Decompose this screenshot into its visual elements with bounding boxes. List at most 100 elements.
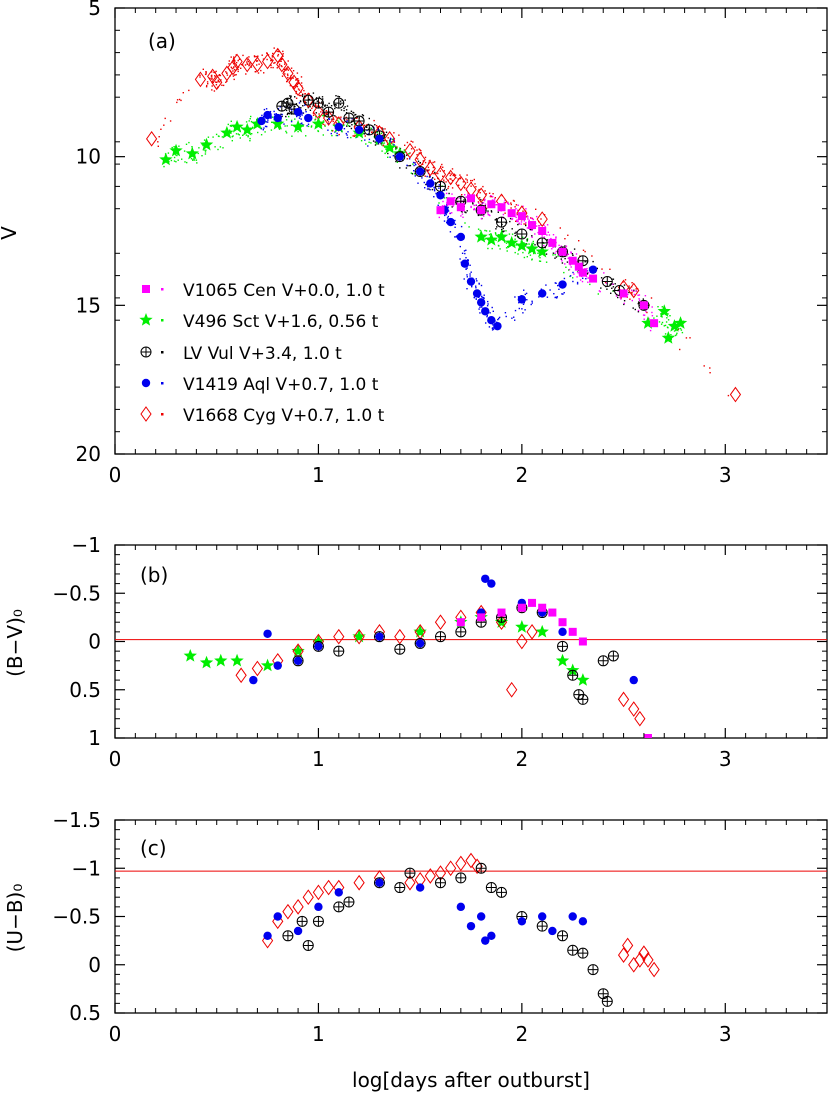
cloud-point-v1065 bbox=[638, 298, 640, 300]
cloud-point-v1668 bbox=[263, 72, 265, 74]
cloud-point-v1668 bbox=[447, 185, 450, 188]
cloud-point-lv bbox=[335, 95, 337, 97]
cloud-point-v1668 bbox=[256, 60, 259, 62]
cloud-point-lv bbox=[564, 257, 566, 260]
cloud-point-v1419 bbox=[431, 178, 433, 180]
cloud-point-v496 bbox=[285, 132, 288, 134]
cloud-point-v1065 bbox=[546, 224, 549, 226]
cloud-point-v1419 bbox=[487, 303, 489, 305]
data-point-v1419 bbox=[263, 931, 272, 940]
y-axis-label-b: (B−V)₀ bbox=[3, 609, 27, 677]
cloud-point-v1668 bbox=[510, 207, 512, 209]
cloud-point-lv bbox=[644, 308, 646, 311]
cloud-point-v496 bbox=[529, 254, 532, 256]
data-point-v496 bbox=[505, 235, 519, 249]
cloud-point-lv bbox=[321, 96, 324, 98]
data-point-v1419 bbox=[517, 917, 527, 926]
cloud-point-lv bbox=[514, 232, 516, 234]
cloud-point-v1668 bbox=[242, 54, 244, 57]
cloud-point-v496 bbox=[183, 150, 186, 152]
cloud-point-v1419 bbox=[290, 120, 293, 123]
cloud-point-v496 bbox=[335, 134, 337, 137]
cloud-point-v1668 bbox=[284, 73, 286, 75]
cloud-point-v1419 bbox=[469, 264, 471, 266]
cloud-point-v1668 bbox=[182, 92, 184, 94]
cloud-point-v1419 bbox=[514, 296, 516, 298]
cloud-point-v1668 bbox=[522, 210, 524, 212]
cloud-point-v1419 bbox=[491, 327, 494, 329]
cloud-point-v1065 bbox=[488, 214, 490, 216]
cloud-point-v1419 bbox=[433, 190, 436, 192]
cloud-point-v1668 bbox=[283, 68, 286, 71]
data-point-v496 bbox=[641, 316, 655, 329]
data-point-v1419 bbox=[415, 167, 425, 176]
data-point-v496 bbox=[474, 229, 488, 243]
data-point-v1419 bbox=[249, 675, 258, 685]
data-point-v1419 bbox=[304, 113, 313, 123]
data-point-v1065 bbox=[456, 203, 465, 212]
cloud-point-v1668 bbox=[176, 99, 179, 101]
cloud-point-v1668 bbox=[477, 190, 479, 192]
cloud-point-v496 bbox=[545, 261, 548, 263]
cloud-point-v1419 bbox=[417, 182, 419, 184]
cloud-point-v1668 bbox=[685, 337, 688, 339]
cloud-point-v496 bbox=[231, 140, 233, 142]
cloud-point-v496 bbox=[219, 146, 222, 148]
cloud-point-lv bbox=[286, 101, 288, 103]
data-point-v1668 bbox=[506, 681, 518, 698]
cloud-point-v496 bbox=[497, 244, 500, 247]
data-point-v1419 bbox=[456, 232, 466, 242]
cloud-point-v1668 bbox=[297, 78, 299, 80]
cloud-point-v1668 bbox=[473, 178, 475, 181]
cloud-point-lv bbox=[367, 123, 370, 126]
cloud-point-lv bbox=[330, 105, 333, 107]
cloud-point-v1668 bbox=[515, 204, 518, 206]
y-tick-label: 0.5 bbox=[69, 678, 101, 702]
cloud-point-lv bbox=[531, 235, 533, 237]
cloud-point-lv bbox=[301, 95, 304, 98]
cloud-point-v1065 bbox=[442, 200, 444, 203]
cloud-point-v496 bbox=[661, 306, 663, 308]
cloud-point-lv bbox=[448, 192, 450, 195]
cloud-point-lv bbox=[345, 112, 348, 114]
cloud-point-v1668 bbox=[228, 60, 230, 62]
cloud-point-lv bbox=[503, 230, 505, 232]
cloud-point-v1668 bbox=[287, 76, 289, 79]
data-point-v1668 bbox=[194, 71, 207, 88]
cloud-point-v1668 bbox=[459, 177, 462, 180]
cloud-point-v1419 bbox=[465, 257, 467, 259]
cloud-point-v1668 bbox=[442, 166, 444, 168]
cloud-point-v1065 bbox=[502, 213, 505, 216]
cloud-point-v1668 bbox=[353, 135, 356, 137]
cloud-point-lv bbox=[490, 211, 493, 213]
y-tick-label: 5 bbox=[88, 0, 101, 20]
cloud-point-lv bbox=[606, 288, 608, 290]
cloud-point-v496 bbox=[508, 233, 511, 235]
data-point-v1065 bbox=[436, 206, 445, 215]
data-point-v1419 bbox=[578, 917, 588, 926]
cloud-point-v1668 bbox=[211, 76, 213, 78]
data-point-v1668 bbox=[475, 187, 487, 204]
cloud-point-v496 bbox=[526, 256, 528, 258]
data-point-lv bbox=[557, 640, 569, 652]
cloud-point-v496 bbox=[251, 133, 253, 135]
cloud-point-v1065 bbox=[649, 329, 652, 332]
data-point-v496 bbox=[673, 316, 688, 329]
cloud-point-v1065 bbox=[554, 252, 556, 254]
cloud-point-v1419 bbox=[360, 123, 362, 125]
data-point-v1065 bbox=[548, 238, 557, 247]
cloud-point-v1065 bbox=[570, 252, 572, 254]
data-point-v1668 bbox=[251, 660, 264, 677]
cloud-point-v1419 bbox=[435, 192, 437, 195]
cloud-point-v1419 bbox=[437, 204, 439, 206]
plot-frame-c bbox=[114, 819, 828, 1014]
cloud-point-v1419 bbox=[267, 121, 269, 123]
cloud-point-v496 bbox=[515, 244, 517, 246]
data-point-lv bbox=[455, 626, 467, 638]
data-point-lv bbox=[597, 988, 609, 1000]
cloud-point-v1668 bbox=[437, 172, 439, 175]
cloud-point-v1668 bbox=[355, 117, 357, 119]
cloud-point-v496 bbox=[531, 259, 533, 261]
cloud-point-lv bbox=[322, 107, 324, 109]
cloud-point-v1419 bbox=[346, 134, 348, 136]
